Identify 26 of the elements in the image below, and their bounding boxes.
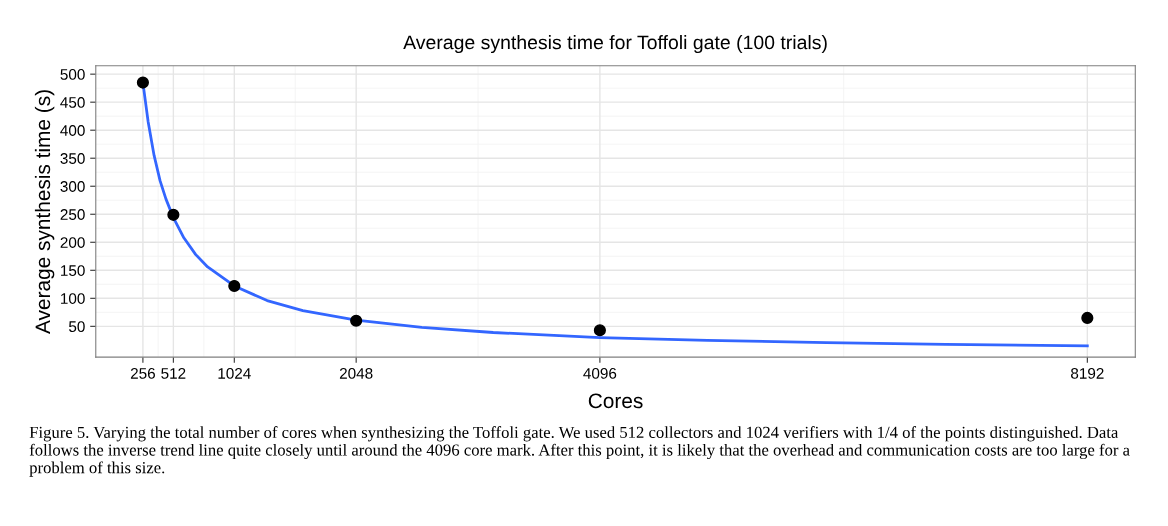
chart-title: Average synthesis time for Toffoli gate (100 trials) bbox=[403, 34, 827, 54]
y-tick-label: 150 bbox=[61, 265, 85, 276]
y-tick-label: 500 bbox=[60, 69, 85, 80]
y-tick-label: 100 bbox=[61, 293, 85, 304]
x-tick-label: 256 bbox=[130, 367, 155, 379]
x-tick-label: 512 bbox=[161, 367, 186, 379]
y-tick-label: 350 bbox=[60, 153, 85, 164]
y-tick-label: 250 bbox=[60, 209, 85, 220]
caption: Figure 5. Varying the total number of cores when synthesizing the Toffoli gate. We used 512 collectors and 1024 verifiers with 1/4 of the points distinguished. Data follows the inverse trend line quite closely until around the 4096 core mark. After this point, it is likely that the overhead and communication costs are too large for a problem of this size. bbox=[29, 426, 1130, 477]
x-tick-label: 1024 bbox=[218, 367, 251, 379]
point bbox=[136, 76, 149, 89]
y-tick-label: 200 bbox=[60, 237, 85, 248]
y-axis-title: Average synthesis time (s) bbox=[34, 90, 55, 334]
point bbox=[167, 208, 180, 221]
x-tick-label: 4096 bbox=[583, 367, 617, 379]
point bbox=[593, 324, 606, 337]
point bbox=[350, 314, 363, 327]
x-tick-label: 8192 bbox=[1071, 367, 1104, 379]
x-axis-title: Cores bbox=[588, 393, 643, 409]
y-tick-label: 50 bbox=[68, 321, 85, 333]
y-tick-label: 300 bbox=[60, 181, 85, 192]
point bbox=[1081, 311, 1094, 325]
point bbox=[228, 279, 241, 293]
x-tick-label: 2048 bbox=[339, 367, 373, 379]
y-tick-label: 450 bbox=[60, 97, 85, 108]
y-tick-label: 400 bbox=[60, 125, 85, 136]
